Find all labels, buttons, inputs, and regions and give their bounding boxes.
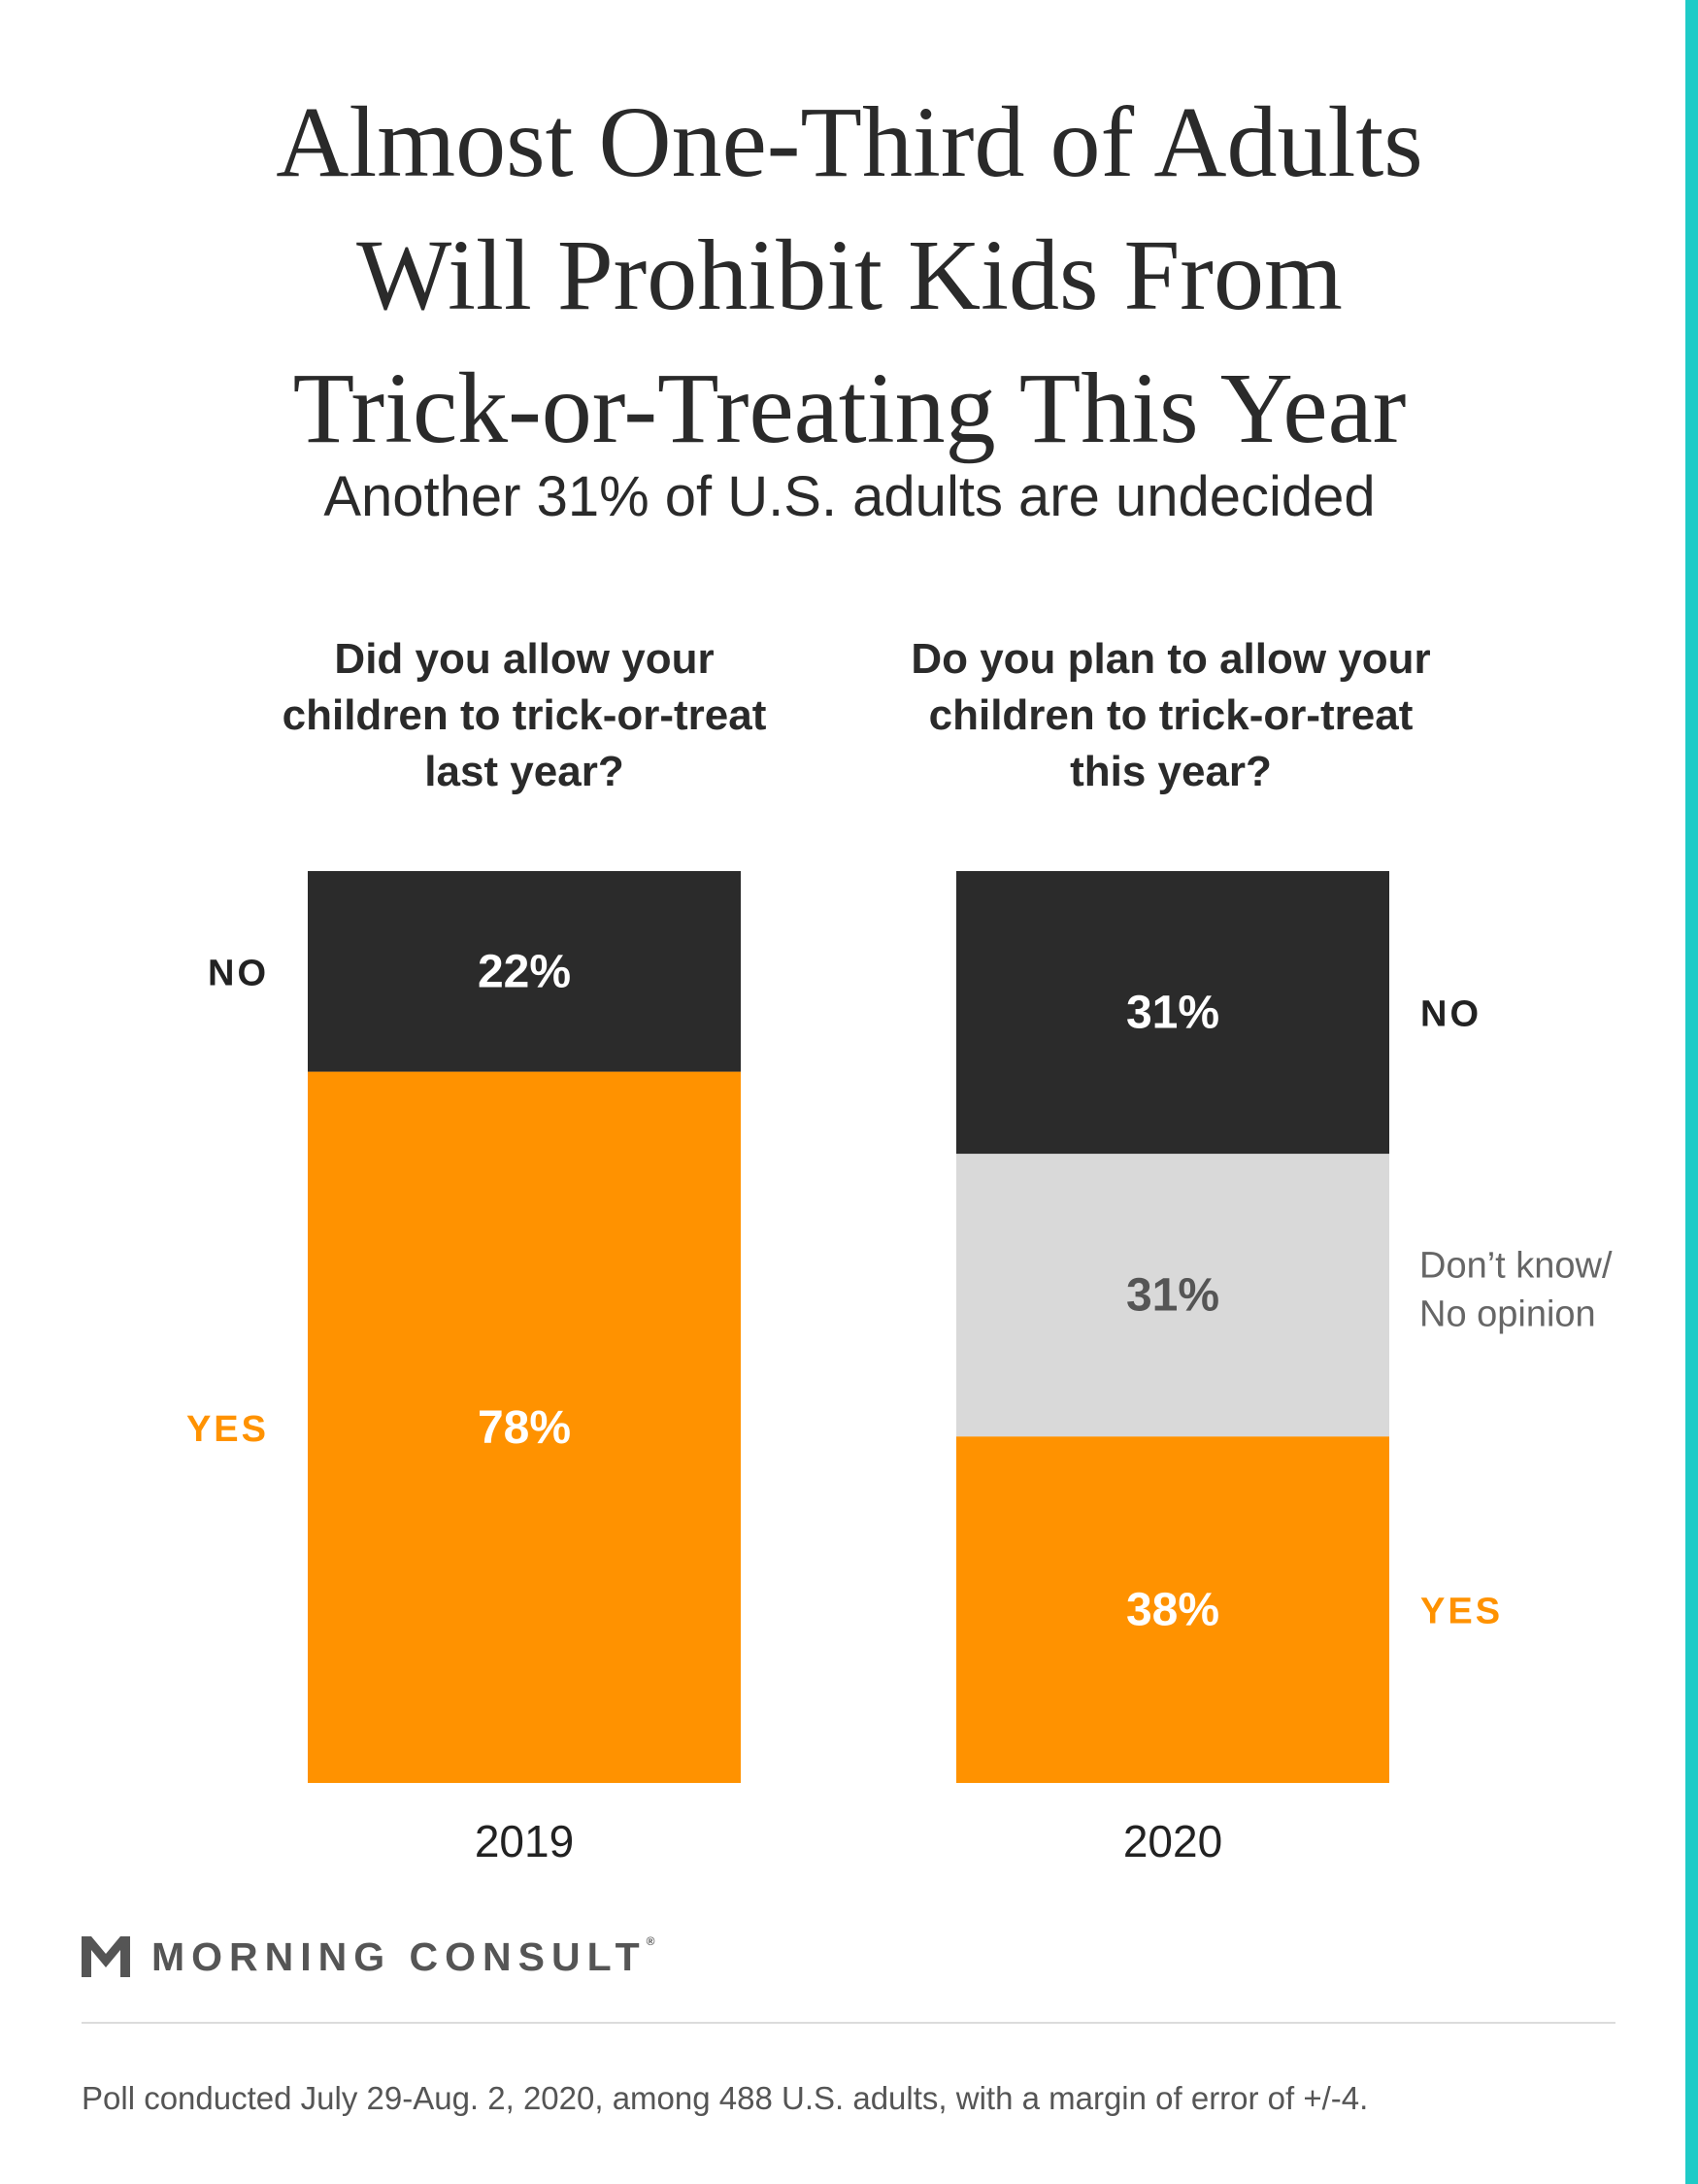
question-line: children to trick-or-treat [282,691,767,739]
series-label-dont-know: Don’t know/ [1419,1246,1613,1287]
series-label-no: NO [1420,994,1482,1035]
bar-segment-2020-dont [956,1154,1389,1437]
data-label-2020-dont: 31% [1126,1270,1219,1322]
question-line: Do you plan to allow your [911,635,1431,683]
divider [82,2022,1615,2024]
series-label-no: NO [208,953,269,993]
question-line: last year? [424,748,624,795]
title-line: Almost One-Third of Adults [276,86,1423,198]
x-tick-label: 2020 [1123,1816,1222,1866]
data-label-2020-no: 31% [1126,988,1219,1039]
bar-segment-2019-yes [308,1071,741,1783]
series-label-dont-know: No opinion [1419,1294,1596,1335]
question-2019: Did you allow your children to trick-or-… [223,631,825,800]
brand-name: MORNING CONSULT® [151,1933,655,1979]
registered-mark: ® [646,1933,655,1948]
data-label-2019-yes: 78% [478,1402,571,1454]
x-tick-label: 2019 [475,1816,574,1866]
title-line: Will Prohibit Kids From [356,219,1343,331]
series-label-yes: YES [1420,1592,1503,1632]
bar-segment-2020-yes [956,1436,1389,1783]
accent-bar [1685,0,1698,2184]
bar-segment-2019-no [308,871,741,1072]
question-line: children to trick-or-treat [928,691,1414,739]
question-line: this year? [1070,748,1272,795]
footnote: Poll conducted July 29-Aug. 2, 2020, amo… [82,2080,1369,2116]
morning-consult-logo-icon [82,1936,130,1977]
brand-logo: MORNING CONSULT® [82,1932,655,1981]
question-line: Did you allow your [334,635,715,683]
series-label-yes: YES [186,1409,269,1450]
chart-subtitle: Another 31% of U.S. adults are undecided [323,465,1376,528]
question-2020: Do you plan to allow your children to tr… [870,631,1472,800]
chart-title: Almost One-Third of Adults Will Prohibit… [58,76,1641,475]
data-label-2020-yes: 38% [1126,1585,1219,1636]
bar-segment-2020-no [956,871,1389,1155]
data-label-2019-no: 22% [478,946,571,997]
title-line: Trick-or-Treating This Year [292,353,1407,464]
